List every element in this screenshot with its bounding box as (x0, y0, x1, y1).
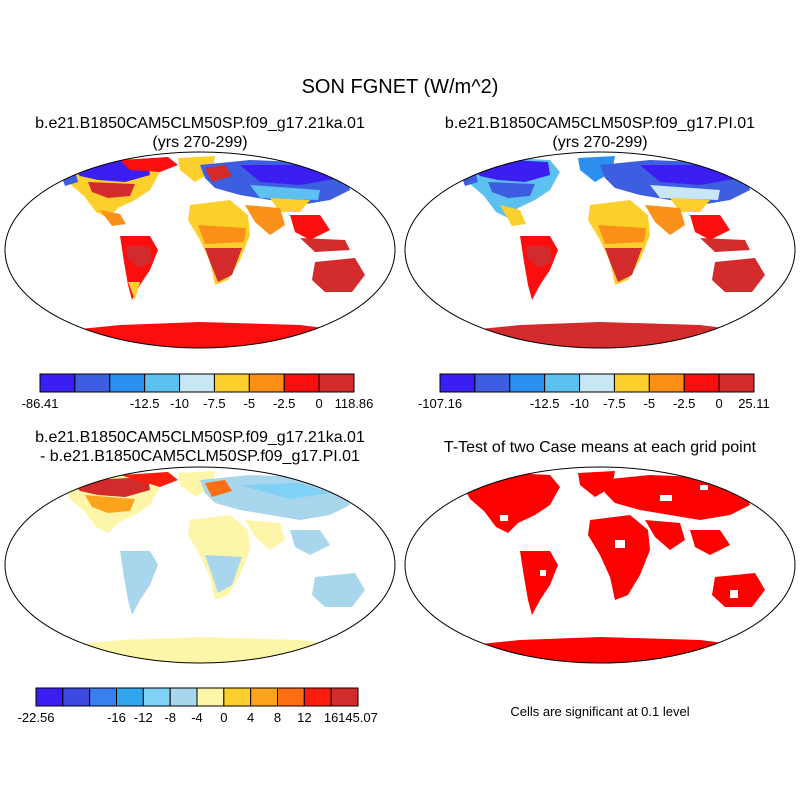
map-panel4 (404, 466, 796, 664)
colorbar-box (509, 373, 546, 393)
panel3-title: b.e21.B1850CAM5CLM50SP.f09_g17.21ka.01 -… (0, 428, 400, 466)
panel2-title-line2: (yrs 270-299) (552, 134, 648, 151)
panel1-title-line2: (yrs 270-299) (152, 134, 248, 151)
colorbar-label: -12 (134, 710, 153, 725)
panel4-title-line1: T-Test of two Case means at each grid po… (443, 439, 757, 456)
colorbar-box (35, 687, 64, 707)
colorbar-box (613, 373, 650, 393)
colorbar-label: -86.41 (22, 396, 59, 411)
map-panel1 (4, 151, 396, 349)
colorbar-label: 16 (324, 710, 338, 725)
colorbar-box (116, 687, 144, 707)
colorbar-box (303, 687, 332, 707)
colorbar-box (683, 373, 720, 393)
colorbar-box (283, 373, 320, 393)
colorbar-label: 145.07 (338, 710, 378, 725)
colorbar-label: 8 (274, 710, 281, 725)
colorbar-box (718, 373, 755, 393)
colorbar-label: -2.5 (673, 396, 695, 411)
colorbar-box (439, 373, 476, 393)
colorbar-label: -16 (107, 710, 126, 725)
colorbar-box (74, 373, 111, 393)
colorbar-label: 4 (247, 710, 254, 725)
colorbar-label: -5 (244, 396, 256, 411)
colorbar-box (250, 687, 279, 707)
colorbar-label: -22.56 (18, 710, 55, 725)
colorbar-label: -5 (644, 396, 656, 411)
panel1-title: b.e21.B1850CAM5CLM50SP.f09_g17.21ka.01 (… (0, 114, 400, 152)
colorbar-box (544, 373, 581, 393)
colorbar-panel1: -86.41 -12.5 -10 -7.5 -5 -2.5 0 118.86 (22, 373, 374, 411)
colorbar-box (62, 687, 91, 707)
panel2-title: b.e21.B1850CAM5CLM50SP.f09_g17.PI.01 (yr… (400, 114, 800, 152)
map-panel2 (404, 151, 796, 349)
panel3-title-line2: - b.e21.B1850CAM5CLM50SP.f09_g17.PI.01 (40, 448, 360, 465)
colorbar-box (196, 687, 225, 707)
colorbar-label: 0 (315, 396, 322, 411)
colorbar-box (169, 687, 198, 707)
colorbar-label: -12.5 (530, 396, 560, 411)
colorbar-box (648, 373, 685, 393)
colorbar-label: -7.5 (603, 396, 625, 411)
colorbar-panel2: -107.16 -12.5 -10 -7.5 -5 -2.5 0 25.11 (418, 373, 770, 411)
colorbar-box (474, 373, 511, 393)
colorbar-label: 0 (715, 396, 722, 411)
colorbar-box (142, 687, 171, 707)
colorbar-panel3: -22.56 -16 -12 -8 -4 0 4 8 12 16 145.07 (18, 687, 378, 725)
colorbar-box (248, 373, 285, 393)
panel2-title-line1: b.e21.B1850CAM5CLM50SP.f09_g17.PI.01 (444, 115, 756, 132)
colorbar-label: -2.5 (273, 396, 295, 411)
colorbar-label: -12.5 (130, 396, 160, 411)
colorbar-label: -10 (570, 396, 589, 411)
panel4-title: T-Test of two Case means at each grid po… (400, 438, 800, 457)
colorbar-label: -8 (164, 710, 176, 725)
colorbar-label: -107.16 (418, 396, 462, 411)
colorbar-box (179, 373, 215, 393)
colorbar-box (318, 373, 355, 393)
colorbar-label: 118.86 (335, 396, 374, 411)
panel1-title-line1: b.e21.B1850CAM5CLM50SP.f09_g17.21ka.01 (35, 115, 365, 132)
figure-title: SON FGNET (W/m^2) (301, 76, 499, 98)
colorbar-box (579, 373, 615, 393)
colorbar-box (109, 373, 146, 393)
colorbar-box (144, 373, 181, 393)
significance-note: Cells are significant at 0.1 level (510, 704, 690, 719)
colorbar-box (89, 687, 118, 707)
colorbar-box (223, 687, 252, 707)
colorbar-box (277, 687, 305, 707)
map-panel3 (4, 466, 396, 664)
colorbar-label: 0 (220, 710, 227, 725)
colorbar-label: -10 (170, 396, 189, 411)
colorbar-label: -7.5 (203, 396, 225, 411)
colorbar-label: -4 (191, 710, 203, 725)
panel3-title-line1: b.e21.B1850CAM5CLM50SP.f09_g17.21ka.01 (35, 429, 365, 446)
colorbar-box (39, 373, 76, 393)
colorbar-label: 12 (297, 710, 311, 725)
colorbar-box (213, 373, 250, 393)
colorbar-box (330, 687, 359, 707)
colorbar-label: 25.11 (738, 396, 770, 411)
